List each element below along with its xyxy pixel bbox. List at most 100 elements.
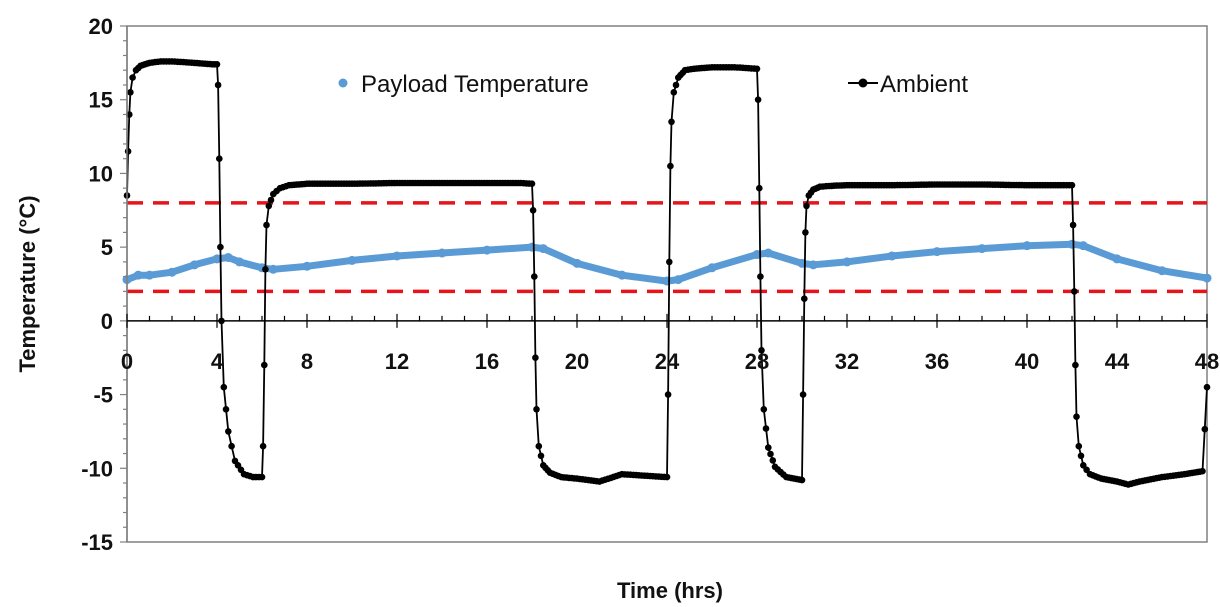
x-axis-title: Time (hrs) [617,578,723,603]
payload-point [1067,239,1077,249]
ambient-point [222,406,230,413]
ambient-point [1073,413,1080,421]
payload-point [977,244,987,254]
y-tick-label: -15 [81,530,113,555]
ambient-point [1071,288,1078,295]
payload-point [763,248,773,258]
ambient-point [1203,383,1211,391]
payload-point [437,248,447,258]
x-tick-label: 0 [121,349,133,374]
ambient-point [667,162,674,170]
y-tick-label: 5 [101,235,113,260]
payload-point [673,275,683,285]
ambient-point [769,457,777,464]
payload-point [842,257,852,267]
ambient-point [1072,361,1079,369]
ambient-point [213,61,221,68]
payload-point [167,267,177,277]
ambient-point [259,442,267,450]
x-tick-label: 4 [211,349,224,374]
ambient-point [754,96,762,103]
payload-point [392,251,402,261]
payload-point [808,260,818,270]
y-tick-label: 20 [89,14,113,39]
payload-point [223,252,233,262]
ambient-point [664,391,672,398]
y-tick-label: 10 [89,161,113,186]
legend-marker-ambient [858,78,868,88]
payload-point [662,276,672,286]
x-tick-label: 40 [1015,349,1039,374]
payload-point [212,254,222,264]
series-layer [122,58,1212,488]
ambient-point [799,391,807,398]
x-tick-label: 12 [385,349,409,374]
y-tick-label: -10 [81,456,113,481]
ambient-point [220,383,228,391]
ambient-point [225,428,232,435]
payload-point [302,261,312,271]
ambient-point [129,74,136,81]
x-tick-label: 48 [1195,349,1219,374]
ambient-point [214,81,222,89]
legend: Payload Temperature Ambient [338,71,968,98]
x-tick-label: 8 [301,349,313,374]
ambient-point [756,184,763,192]
ambient-point [758,347,765,354]
payload-point [1157,266,1167,276]
ambient-point [532,354,539,362]
legend-label-ambient: Ambient [880,71,968,98]
ambient-point [262,266,269,273]
ambient-point [531,273,538,280]
reference-lines [127,201,1207,294]
payload-point [268,264,278,274]
payload-point [482,245,492,255]
x-tick-label: 44 [1105,349,1130,374]
ambient-point [1201,425,1209,433]
ambient-point [258,473,266,481]
payload-point [1078,241,1088,251]
x-tick-label: 32 [835,349,859,374]
ambient-point [529,207,537,214]
ambient-point [672,81,680,89]
ambient-point [261,361,268,369]
ambient-point [760,406,768,413]
x-tick-label: 36 [925,349,949,374]
payload-point [527,242,537,252]
x-tick-label: 28 [745,349,769,374]
ambient-point [767,450,774,458]
ambient-point [127,89,134,96]
y-tick-label: 0 [101,309,113,334]
ambient-point [528,180,536,187]
ambient-point [216,155,223,162]
y-tick-label: -5 [93,383,113,408]
series-ambient [123,58,1211,488]
payload-point [190,260,199,270]
ambient-point [670,89,678,96]
ambient-point [753,65,761,73]
ambient-point [663,473,671,481]
payload-point [347,255,357,265]
series-payload-temperature [122,239,1212,286]
payload-point [235,257,244,267]
y-axis-title: Temperature (°C) [15,195,40,372]
ambient-point [666,258,673,266]
ambient-point [533,406,540,413]
ambient-point [267,196,275,204]
ambient-point [217,243,224,251]
legend-marker-payload [338,78,348,88]
payload-point [1202,273,1212,283]
ambient-point [263,221,270,229]
ambient-point [803,202,810,210]
ambient-point [228,442,235,450]
ambient-point [537,452,545,460]
payload-point [932,247,942,257]
legend-label-payload: Payload Temperature [361,71,589,98]
x-tick-label: 24 [655,349,680,374]
payload-point [1112,254,1122,264]
payload-point [133,270,143,280]
payload-point [617,270,627,280]
payload-point [145,270,154,280]
ambient-point [535,442,543,450]
payload-point [538,244,548,254]
